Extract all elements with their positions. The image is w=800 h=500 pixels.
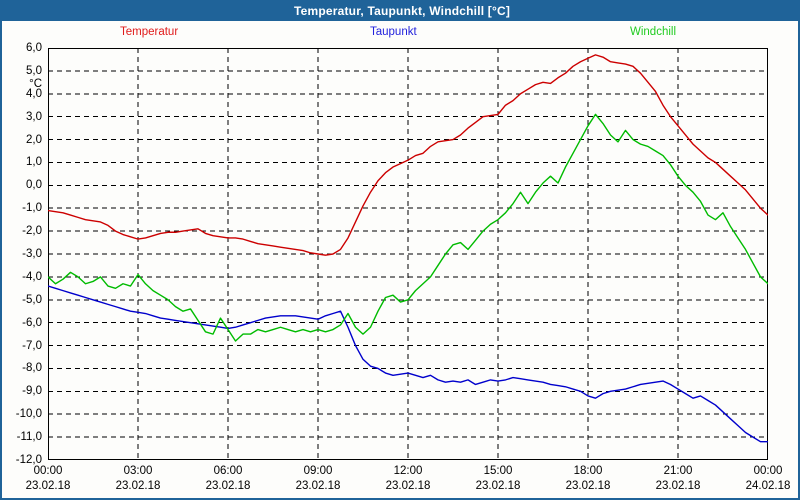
- x-axis-tick: 21:00 23.02.18: [656, 464, 701, 494]
- plot-area: [48, 48, 768, 460]
- x-axis-tick: 18:00 23.02.18: [566, 464, 611, 494]
- series-line-windchill: [48, 113, 768, 342]
- chart-legend: Temperatur Taupunkt Windchill: [2, 24, 798, 40]
- x-axis: 00:00 23.02.18 03:00 23.02.18 06:00 23.02.18 0…: [26, 464, 791, 498]
- x-axis-tick-time: 00:00: [753, 465, 783, 477]
- window-title-bar: Temperatur, Taupunkt, Windchill [°C]: [2, 2, 798, 21]
- x-axis-tick-date: 23.02.18: [385, 480, 431, 492]
- y-axis: °C 6,0 5,0 4,0 3,0 2,0 1,0 0,0 -1,0 -2,0 -3,0 -4,0…: [2, 42, 46, 466]
- legend-item-temperatur: Temperatur: [120, 26, 179, 38]
- series-line-temperatur: [48, 54, 768, 256]
- legend-item-windchill: Windchill: [630, 26, 677, 38]
- legend-item-taupunkt: Taupunkt: [370, 26, 417, 38]
- x-axis-tick: 12:00 23.02.18: [386, 464, 431, 494]
- x-axis-tick-time: 15:00: [483, 465, 513, 477]
- y-axis-tick: -10,0: [15, 408, 42, 421]
- y-axis-tick: -3,0: [22, 248, 42, 260]
- y-axis-tick: -1,0: [22, 202, 42, 215]
- x-axis-tick: 00:00 23.02.18: [26, 464, 71, 494]
- y-axis-tick: 1,0: [26, 156, 42, 169]
- x-axis-tick-time: 06:00: [213, 465, 243, 477]
- y-axis-tick: 3,0: [26, 110, 42, 123]
- y-axis-tick: -11,0: [16, 431, 42, 444]
- x-axis-tick: 00:00 24.02.18: [746, 464, 791, 494]
- x-axis-tick-time: 03:00: [123, 465, 153, 477]
- x-axis-tick-date: 23.02.18: [25, 480, 71, 492]
- y-axis-tick: -6,0: [22, 316, 42, 329]
- x-axis-tick-date: 24.02.18: [745, 480, 791, 492]
- y-axis-tick: -2,0: [22, 225, 42, 238]
- x-axis-tick-date: 23.02.18: [475, 480, 521, 492]
- y-axis-tick: -9,0: [22, 385, 42, 398]
- x-axis-tick-date: 23.02.18: [565, 480, 611, 492]
- x-axis-tick: 15:00 23.02.18: [476, 464, 521, 494]
- y-axis-tick: -8,0: [22, 362, 42, 375]
- x-axis-tick-time: 00:00: [33, 465, 63, 477]
- y-axis-tick: 0,0: [26, 179, 42, 192]
- y-axis-tick: -7,0: [22, 339, 42, 352]
- y-axis-tick: 6,0: [26, 42, 42, 54]
- x-axis-tick-time: 18:00: [573, 465, 603, 477]
- x-axis-tick: 06:00 23.02.18: [206, 464, 251, 494]
- series-line-taupunkt: [48, 285, 768, 443]
- y-axis-tick: 2,0: [26, 133, 42, 146]
- x-axis-tick-date: 23.02.18: [205, 480, 251, 492]
- y-axis-tick: 5,0: [26, 64, 42, 77]
- x-axis-tick-date: 23.02.18: [295, 480, 341, 492]
- x-axis-tick: 03:00 23.02.18: [116, 464, 161, 494]
- x-axis-tick-date: 23.02.18: [115, 480, 161, 492]
- x-axis-tick-time: 12:00: [393, 465, 423, 477]
- x-axis-tick: 09:00 23.02.18: [296, 464, 341, 494]
- y-axis-tick: -12,0: [15, 454, 42, 466]
- y-axis-unit-label: °C: [29, 78, 42, 90]
- y-axis-tick: -5,0: [22, 293, 42, 306]
- x-axis-tick-date: 23.02.18: [655, 480, 701, 492]
- x-axis-tick-time: 21:00: [663, 465, 693, 477]
- x-axis-tick-time: 09:00: [303, 465, 333, 477]
- y-axis-tick: 4,0: [26, 87, 42, 100]
- window-title: Temperatur, Taupunkt, Windchill [°C]: [293, 4, 511, 18]
- y-axis-tick: -4,0: [22, 270, 42, 283]
- chart-canvas: [48, 48, 768, 460]
